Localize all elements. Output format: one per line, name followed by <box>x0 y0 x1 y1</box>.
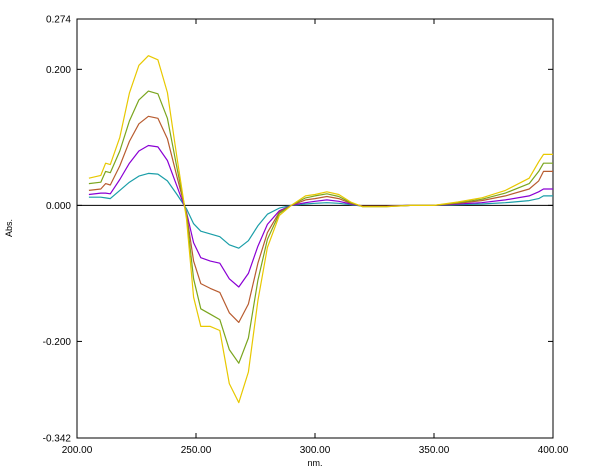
y-axis-label: Abs. <box>4 219 14 237</box>
y-tick-label: 0.274 <box>46 15 71 26</box>
tick-label-group: 200.00 250.00 300.00 350.00 400.00 0.274 0.200… <box>43 15 569 457</box>
y-tick-label: -0.342 <box>43 434 72 445</box>
y-tick-label: 0.200 <box>46 65 71 76</box>
x-tick-label: 350.00 <box>419 445 450 456</box>
y-tick-label: 0.000 <box>46 201 71 212</box>
series-group <box>88 55 553 404</box>
x-tick-label: 200.00 <box>62 445 93 456</box>
plot-frame <box>76 18 554 439</box>
tick-group <box>76 18 554 439</box>
x-axis-label: nm. <box>307 458 322 468</box>
series-line-5 <box>88 55 553 404</box>
y-tick-label: -0.200 <box>43 337 72 348</box>
x-tick-label: 250.00 <box>181 445 212 456</box>
x-tick-label: 400.00 <box>538 445 569 456</box>
x-tick-label: 300.00 <box>300 445 331 456</box>
